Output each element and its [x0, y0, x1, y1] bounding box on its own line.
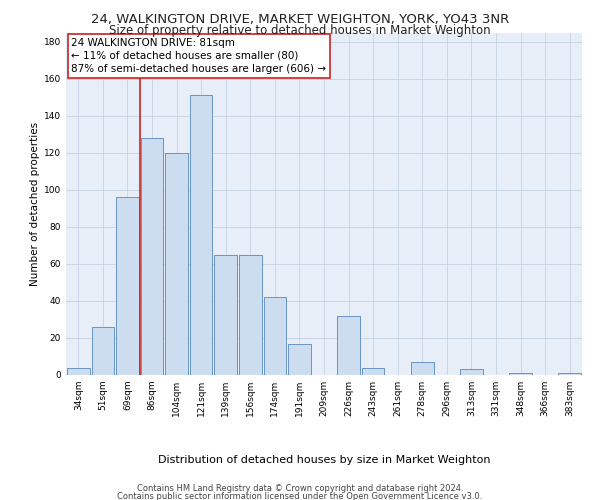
Text: 24, WALKINGTON DRIVE, MARKET WEIGHTON, YORK, YO43 3NR: 24, WALKINGTON DRIVE, MARKET WEIGHTON, Y…	[91, 12, 509, 26]
Bar	[140, 138, 163, 375]
Bar	[460, 370, 483, 375]
Text: 24 WALKINGTON DRIVE: 81sqm
← 11% of detached houses are smaller (80)
87% of semi: 24 WALKINGTON DRIVE: 81sqm ← 11% of deta…	[71, 38, 326, 74]
Bar	[116, 198, 139, 375]
Bar	[263, 297, 286, 375]
Bar	[239, 254, 262, 375]
Text: Contains public sector information licensed under the Open Government Licence v3: Contains public sector information licen…	[118, 492, 482, 500]
Bar	[509, 373, 532, 375]
Text: Contains HM Land Registry data © Crown copyright and database right 2024.: Contains HM Land Registry data © Crown c…	[137, 484, 463, 493]
Text: Size of property relative to detached houses in Market Weighton: Size of property relative to detached ho…	[109, 24, 491, 37]
Bar	[411, 362, 434, 375]
Bar	[559, 373, 581, 375]
Bar	[67, 368, 89, 375]
Bar	[165, 153, 188, 375]
Bar	[362, 368, 385, 375]
X-axis label: Distribution of detached houses by size in Market Weighton: Distribution of detached houses by size …	[158, 455, 490, 465]
Bar	[214, 254, 237, 375]
Bar	[288, 344, 311, 375]
Bar	[92, 327, 114, 375]
Bar	[337, 316, 360, 375]
Y-axis label: Number of detached properties: Number of detached properties	[30, 122, 40, 286]
Bar	[190, 96, 212, 375]
